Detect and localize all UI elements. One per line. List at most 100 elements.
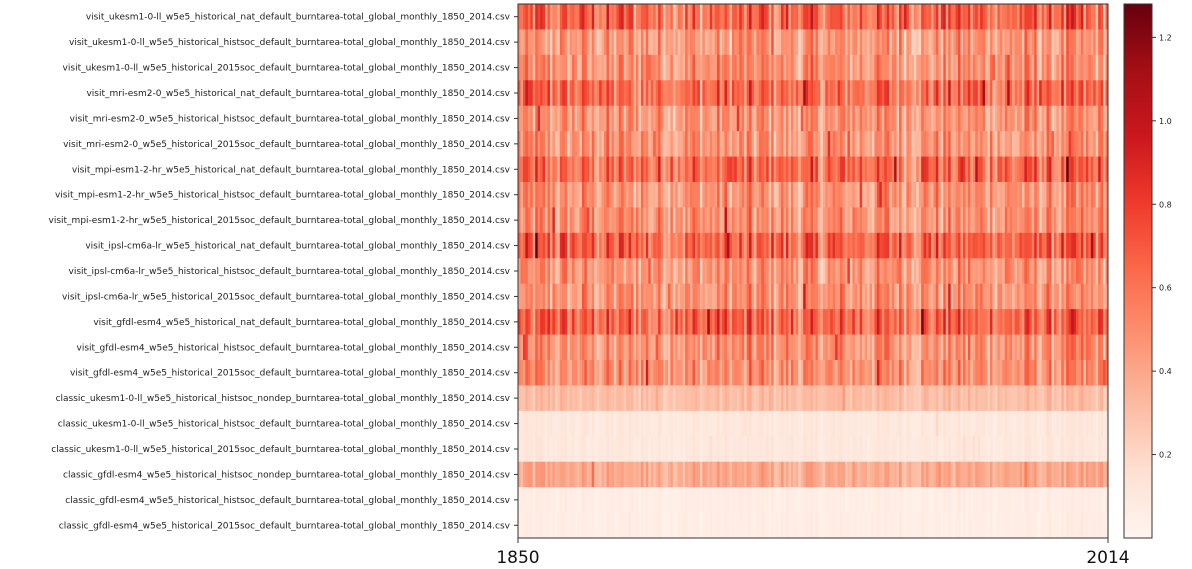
heatmap-cell [628, 54, 632, 81]
heatmap-cell [1080, 105, 1084, 132]
heatmap-cell [626, 232, 630, 259]
heatmap-cell [626, 4, 630, 30]
heatmap-cell [545, 360, 548, 386]
heatmap-cell [980, 207, 984, 234]
heatmap-cell [1061, 385, 1065, 412]
heatmap-cell [665, 283, 669, 310]
heatmap-cell [613, 410, 617, 437]
heatmap-cell [653, 80, 657, 107]
heatmap-cell [908, 487, 912, 513]
heatmap-cell [798, 182, 802, 208]
heatmap-cell [1014, 29, 1018, 56]
heatmap-cell [1004, 309, 1008, 335]
heatmap-cell [980, 334, 984, 361]
heatmap-cell [677, 410, 681, 437]
heatmap-cell [599, 182, 602, 208]
heatmap-cell [1002, 385, 1006, 412]
heatmap-cell [822, 4, 826, 30]
heatmap-cell [793, 207, 797, 234]
heatmap-cell [827, 385, 831, 412]
heatmap-cell [999, 156, 1003, 183]
heatmap-cell [867, 80, 870, 107]
heatmap-cell [564, 334, 568, 361]
heatmap-cell [542, 360, 546, 386]
heatmap-cell [685, 29, 689, 56]
heatmap-cell [931, 131, 934, 157]
heatmap-cell [724, 309, 728, 335]
heatmap-cell [1053, 360, 1057, 386]
heatmap-cell [628, 232, 632, 259]
heatmap-cell [886, 80, 890, 107]
heatmap-cell [771, 334, 775, 361]
heatmap-cell [808, 512, 811, 539]
heatmap-cell [987, 461, 991, 488]
heatmap-cell [1085, 54, 1089, 81]
heatmap-cell [903, 309, 907, 335]
heatmap-cell [540, 258, 543, 285]
heatmap-cell [530, 385, 534, 412]
heatmap-cell [990, 436, 993, 463]
heatmap-cell [628, 207, 632, 234]
heatmap-cell [921, 309, 925, 335]
heatmap-cell [599, 385, 602, 412]
heatmap-cell [645, 54, 649, 81]
heatmap-cell [1017, 182, 1020, 208]
heatmap-cell [1012, 258, 1015, 285]
heatmap-cell [591, 258, 595, 285]
heatmap-cell [960, 334, 964, 361]
heatmap-cell [650, 360, 654, 386]
heatmap-cell [739, 360, 743, 386]
heatmap-cell [763, 207, 767, 234]
heatmap-cell [970, 461, 974, 488]
heatmap-cell [931, 360, 934, 386]
heatmap-cell [601, 182, 605, 208]
heatmap-cell [675, 512, 679, 539]
heatmap-cell [859, 105, 863, 132]
heatmap-cell [761, 436, 765, 463]
heatmap-cell [564, 283, 568, 310]
heatmap-cell [712, 461, 716, 488]
heatmap-cell [1085, 410, 1089, 437]
heatmap-cell [822, 80, 826, 107]
heatmap-cell [867, 105, 870, 132]
heatmap-cell [938, 29, 942, 56]
heatmap-cell [532, 334, 536, 361]
heatmap-cell [660, 258, 664, 285]
heatmap-cell [1083, 207, 1087, 234]
heatmap-cell [643, 156, 647, 183]
heatmap-cell [754, 156, 757, 183]
heatmap-cell [633, 334, 637, 361]
heatmap-cell [965, 156, 969, 183]
heatmap-cell [793, 360, 797, 386]
heatmap-cell [894, 207, 897, 234]
heatmap-cell [685, 131, 689, 157]
heatmap-cell [741, 487, 745, 513]
heatmap-cell [680, 54, 684, 81]
heatmap-cell [788, 29, 792, 56]
heatmap-cell [754, 258, 757, 285]
heatmap-cell [1009, 207, 1013, 234]
heatmap-cell [894, 436, 897, 463]
heatmap-cell [522, 487, 526, 513]
heatmap-cell [967, 385, 971, 412]
heatmap-cell [945, 436, 949, 463]
heatmap-cell [810, 385, 814, 412]
heatmap-cell [987, 487, 991, 513]
heatmap-cell [702, 283, 706, 310]
heatmap-cell [835, 360, 838, 386]
heatmap-cell [813, 232, 816, 259]
heatmap-cell [608, 410, 612, 437]
heatmap-cell [842, 283, 846, 310]
heatmap-cell [1061, 4, 1065, 30]
heatmap-cell [1053, 29, 1057, 56]
heatmap-cell [1100, 29, 1104, 56]
heatmap-cell [783, 410, 787, 437]
heatmap-cell [729, 410, 733, 437]
heatmap-cell [1088, 385, 1092, 412]
heatmap-cell [650, 309, 654, 335]
heatmap-cell [626, 334, 630, 361]
heatmap-cell [604, 487, 607, 513]
heatmap-cell [746, 258, 750, 285]
heatmap-cell [960, 512, 964, 539]
heatmap-cell [837, 309, 841, 335]
